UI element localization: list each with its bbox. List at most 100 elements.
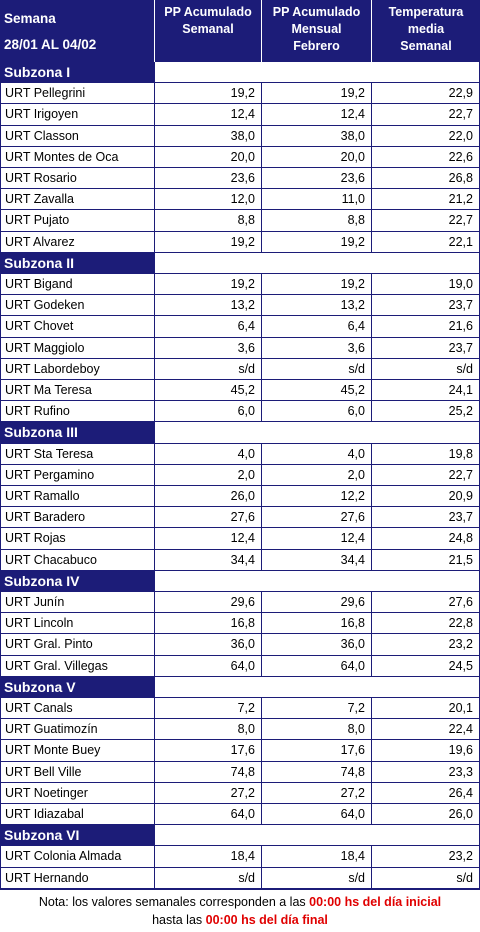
value-cell: 16,8: [155, 613, 262, 635]
value-cell: 27,6: [372, 592, 480, 614]
value-cell: 20,0: [262, 146, 372, 168]
value-cell: 23,2: [372, 634, 480, 656]
value-cell: 23,6: [262, 168, 372, 190]
value-cell: 12,4: [262, 528, 372, 550]
value-cell: 12,4: [155, 528, 262, 550]
station-name: URT Pellegrini: [0, 83, 155, 105]
column-header-line: Semanal: [182, 22, 234, 36]
value-cell: 23,7: [372, 337, 480, 359]
station-name: URT Bell Ville: [0, 761, 155, 783]
value-cell: 23,7: [372, 295, 480, 317]
value-cell: 7,2: [262, 698, 372, 720]
station-name: URT Junín: [0, 592, 155, 614]
value-cell: 26,4: [372, 782, 480, 804]
station-name: URT Godeken: [0, 295, 155, 317]
note-text: Nota: los valores semanales corresponden…: [38, 895, 310, 909]
value-cell: s/d: [372, 867, 480, 889]
station-name: URT Irigoyen: [0, 104, 155, 126]
value-cell: s/d: [262, 358, 372, 380]
value-cell: 19,8: [372, 443, 480, 465]
value-cell: 27,2: [262, 782, 372, 804]
subzone-name: Subzona VI: [0, 825, 155, 847]
subzone-blank: [155, 62, 480, 84]
value-cell: 26,8: [372, 168, 480, 190]
subzone-blank: [155, 570, 480, 592]
station-name: URT Chacabuco: [0, 549, 155, 571]
station-name: URT Monte Buey: [0, 740, 155, 762]
subzone-name: Subzona V: [0, 676, 155, 698]
week-dates: 28/01 AL 04/02: [4, 37, 97, 52]
value-cell: 22,4: [372, 719, 480, 741]
station-name: URT Pergamino: [0, 464, 155, 486]
value-cell: 25,2: [372, 401, 480, 423]
subzone-blank: [155, 252, 480, 274]
value-cell: 34,4: [155, 549, 262, 571]
value-cell: 12,4: [262, 104, 372, 126]
station-name: URT Gral. Pinto: [0, 634, 155, 656]
value-cell: 64,0: [262, 655, 372, 677]
column-header-line: Temperatura: [388, 5, 464, 19]
station-name: URT Rojas: [0, 528, 155, 550]
value-cell: 27,6: [155, 507, 262, 529]
value-cell: 36,0: [262, 634, 372, 656]
subzone-name: Subzona III: [0, 422, 155, 444]
value-cell: 20,9: [372, 486, 480, 508]
value-cell: 45,2: [262, 380, 372, 402]
note-time: 00:00 hs del día final: [205, 913, 328, 927]
value-cell: 29,6: [155, 592, 262, 614]
station-name: URT Baradero: [0, 507, 155, 529]
value-cell: 8,8: [155, 210, 262, 232]
value-cell: 16,8: [262, 613, 372, 635]
station-name: URT Rosario: [0, 168, 155, 190]
station-name: URT Colonia Almada: [0, 846, 155, 868]
value-cell: 7,2: [155, 698, 262, 720]
value-cell: 11,0: [262, 189, 372, 211]
value-cell: 22,6: [372, 146, 480, 168]
value-cell: s/d: [262, 867, 372, 889]
station-name: URT Chovet: [0, 316, 155, 338]
station-name: URT Maggiolo: [0, 337, 155, 359]
column-header: Temperatura media Semanal: [372, 0, 480, 62]
value-cell: 23,7: [372, 507, 480, 529]
value-cell: s/d: [155, 358, 262, 380]
value-cell: 27,6: [262, 507, 372, 529]
value-cell: 64,0: [155, 655, 262, 677]
column-header-line: media: [407, 22, 445, 36]
value-cell: 38,0: [155, 125, 262, 147]
value-cell: 3,6: [155, 337, 262, 359]
value-cell: 17,6: [262, 740, 372, 762]
value-cell: 27,2: [155, 782, 262, 804]
station-name: URT Guatimozín: [0, 719, 155, 741]
value-cell: 45,2: [155, 380, 262, 402]
value-cell: 6,0: [155, 401, 262, 423]
value-cell: 22,7: [372, 104, 480, 126]
value-cell: 13,2: [155, 295, 262, 317]
value-cell: s/d: [155, 867, 262, 889]
station-name: URT Bigand: [0, 274, 155, 296]
value-cell: 3,6: [262, 337, 372, 359]
value-cell: 12,2: [262, 486, 372, 508]
value-cell: 22,7: [372, 210, 480, 232]
value-cell: 19,0: [372, 274, 480, 296]
value-cell: 6,4: [262, 316, 372, 338]
header-cell: Semana 28/01 AL 04/02: [0, 0, 155, 62]
value-cell: 8,0: [262, 719, 372, 741]
value-cell: 2,0: [262, 464, 372, 486]
station-name: URT Hernando: [0, 867, 155, 889]
value-cell: 6,4: [155, 316, 262, 338]
note-text: hasta las: [152, 913, 206, 927]
value-cell: 23,6: [155, 168, 262, 190]
value-cell: 18,4: [155, 846, 262, 868]
station-name: URT Sta Teresa: [0, 443, 155, 465]
value-cell: 17,6: [155, 740, 262, 762]
note-time: 00:00 hs del día inicial: [309, 895, 442, 909]
value-cell: 22,1: [372, 231, 480, 253]
value-cell: 19,2: [155, 231, 262, 253]
value-cell: 13,2: [262, 295, 372, 317]
value-cell: 19,6: [372, 740, 480, 762]
station-name: URT Labordeboy: [0, 358, 155, 380]
subzone-name: Subzona IV: [0, 570, 155, 592]
column-header: PP Acumulado Mensual Febrero: [262, 0, 372, 62]
value-cell: 4,0: [262, 443, 372, 465]
value-cell: 19,2: [155, 83, 262, 105]
